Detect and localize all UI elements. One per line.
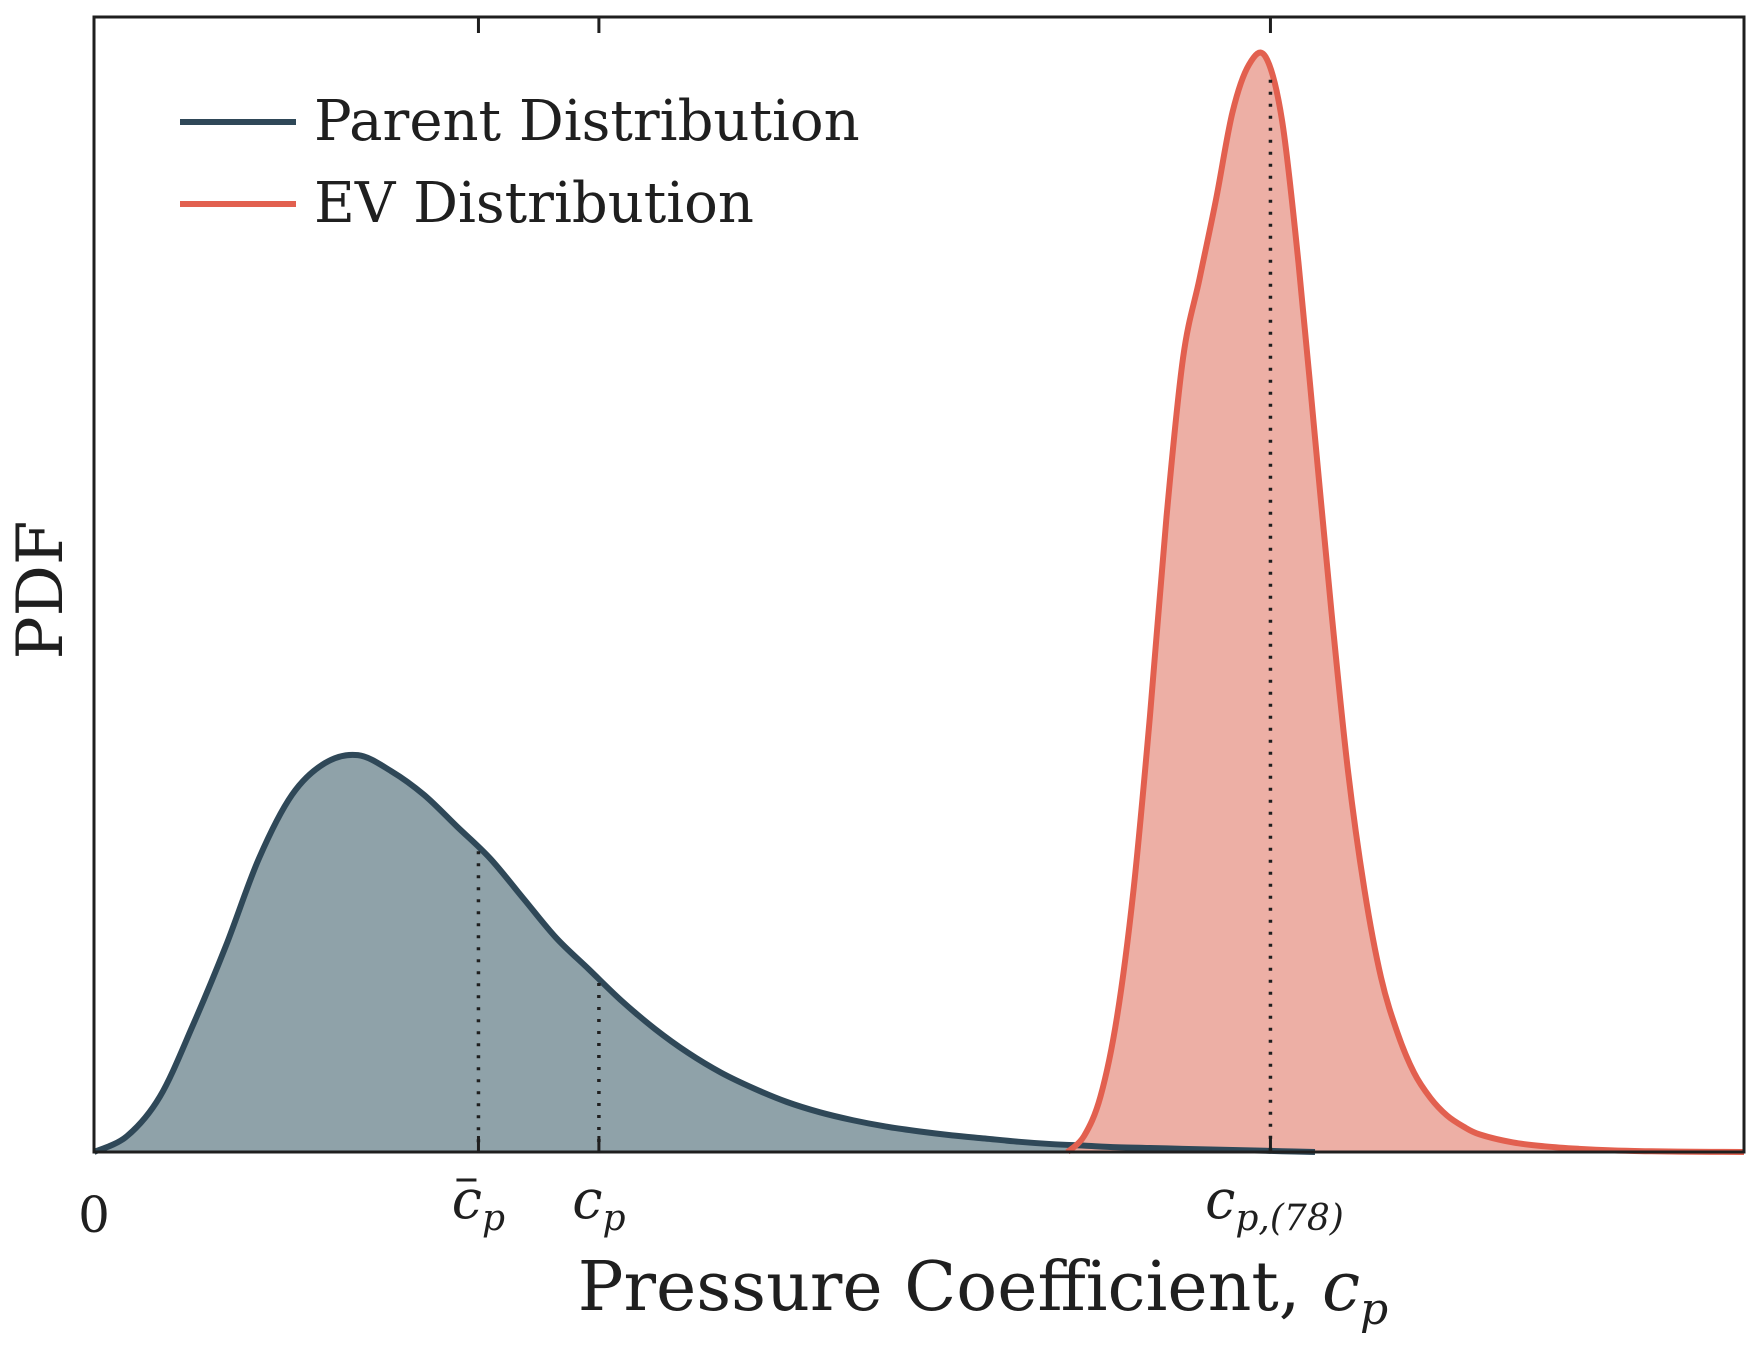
tick-label-sub-ev-order: p,(78): [1235, 1198, 1343, 1239]
y-axis-label: PDF: [4, 521, 78, 660]
fills-layer: [94, 52, 1744, 1152]
area-ev: [1067, 52, 1744, 1152]
tick-label-sub-mean: p: [482, 1198, 505, 1239]
x-origin-tick-label: 0: [78, 1186, 110, 1244]
legend-label-parent: Parent Distribution: [314, 89, 860, 154]
series-line-ev: [1065, 49, 1745, 1155]
tick-label-main-percentile: c: [572, 1168, 602, 1231]
tick-label-main-mean: c: [452, 1168, 482, 1231]
x-axis-label-math: c: [1322, 1248, 1360, 1327]
tick-label-percentile: cp: [572, 1168, 625, 1239]
legend-label-ev: EV Distribution: [314, 171, 754, 236]
x-axis-label-sub: p: [1360, 1284, 1388, 1335]
ticks-layer: [476, 17, 1272, 1152]
lines-layer: [92, 49, 1745, 1155]
tick-label-sub-percentile: p: [603, 1198, 626, 1239]
plot-frame: [92, 15, 1746, 1154]
markers-layer: cp cp cp,(78): [452, 79, 1344, 1239]
x-axis-label: Pressure Coefficient, cp: [578, 1248, 1388, 1335]
area-parent: [94, 754, 1315, 1152]
series-line-parent: [92, 751, 1316, 1155]
tick-label-ev-order: cp,(78): [1205, 1168, 1344, 1239]
x-axis-label-text: Pressure Coefficient,: [578, 1248, 1322, 1327]
tick-label-main-ev-order: c: [1205, 1168, 1235, 1231]
legend: Parent Distribution EV Distribution: [180, 89, 860, 236]
